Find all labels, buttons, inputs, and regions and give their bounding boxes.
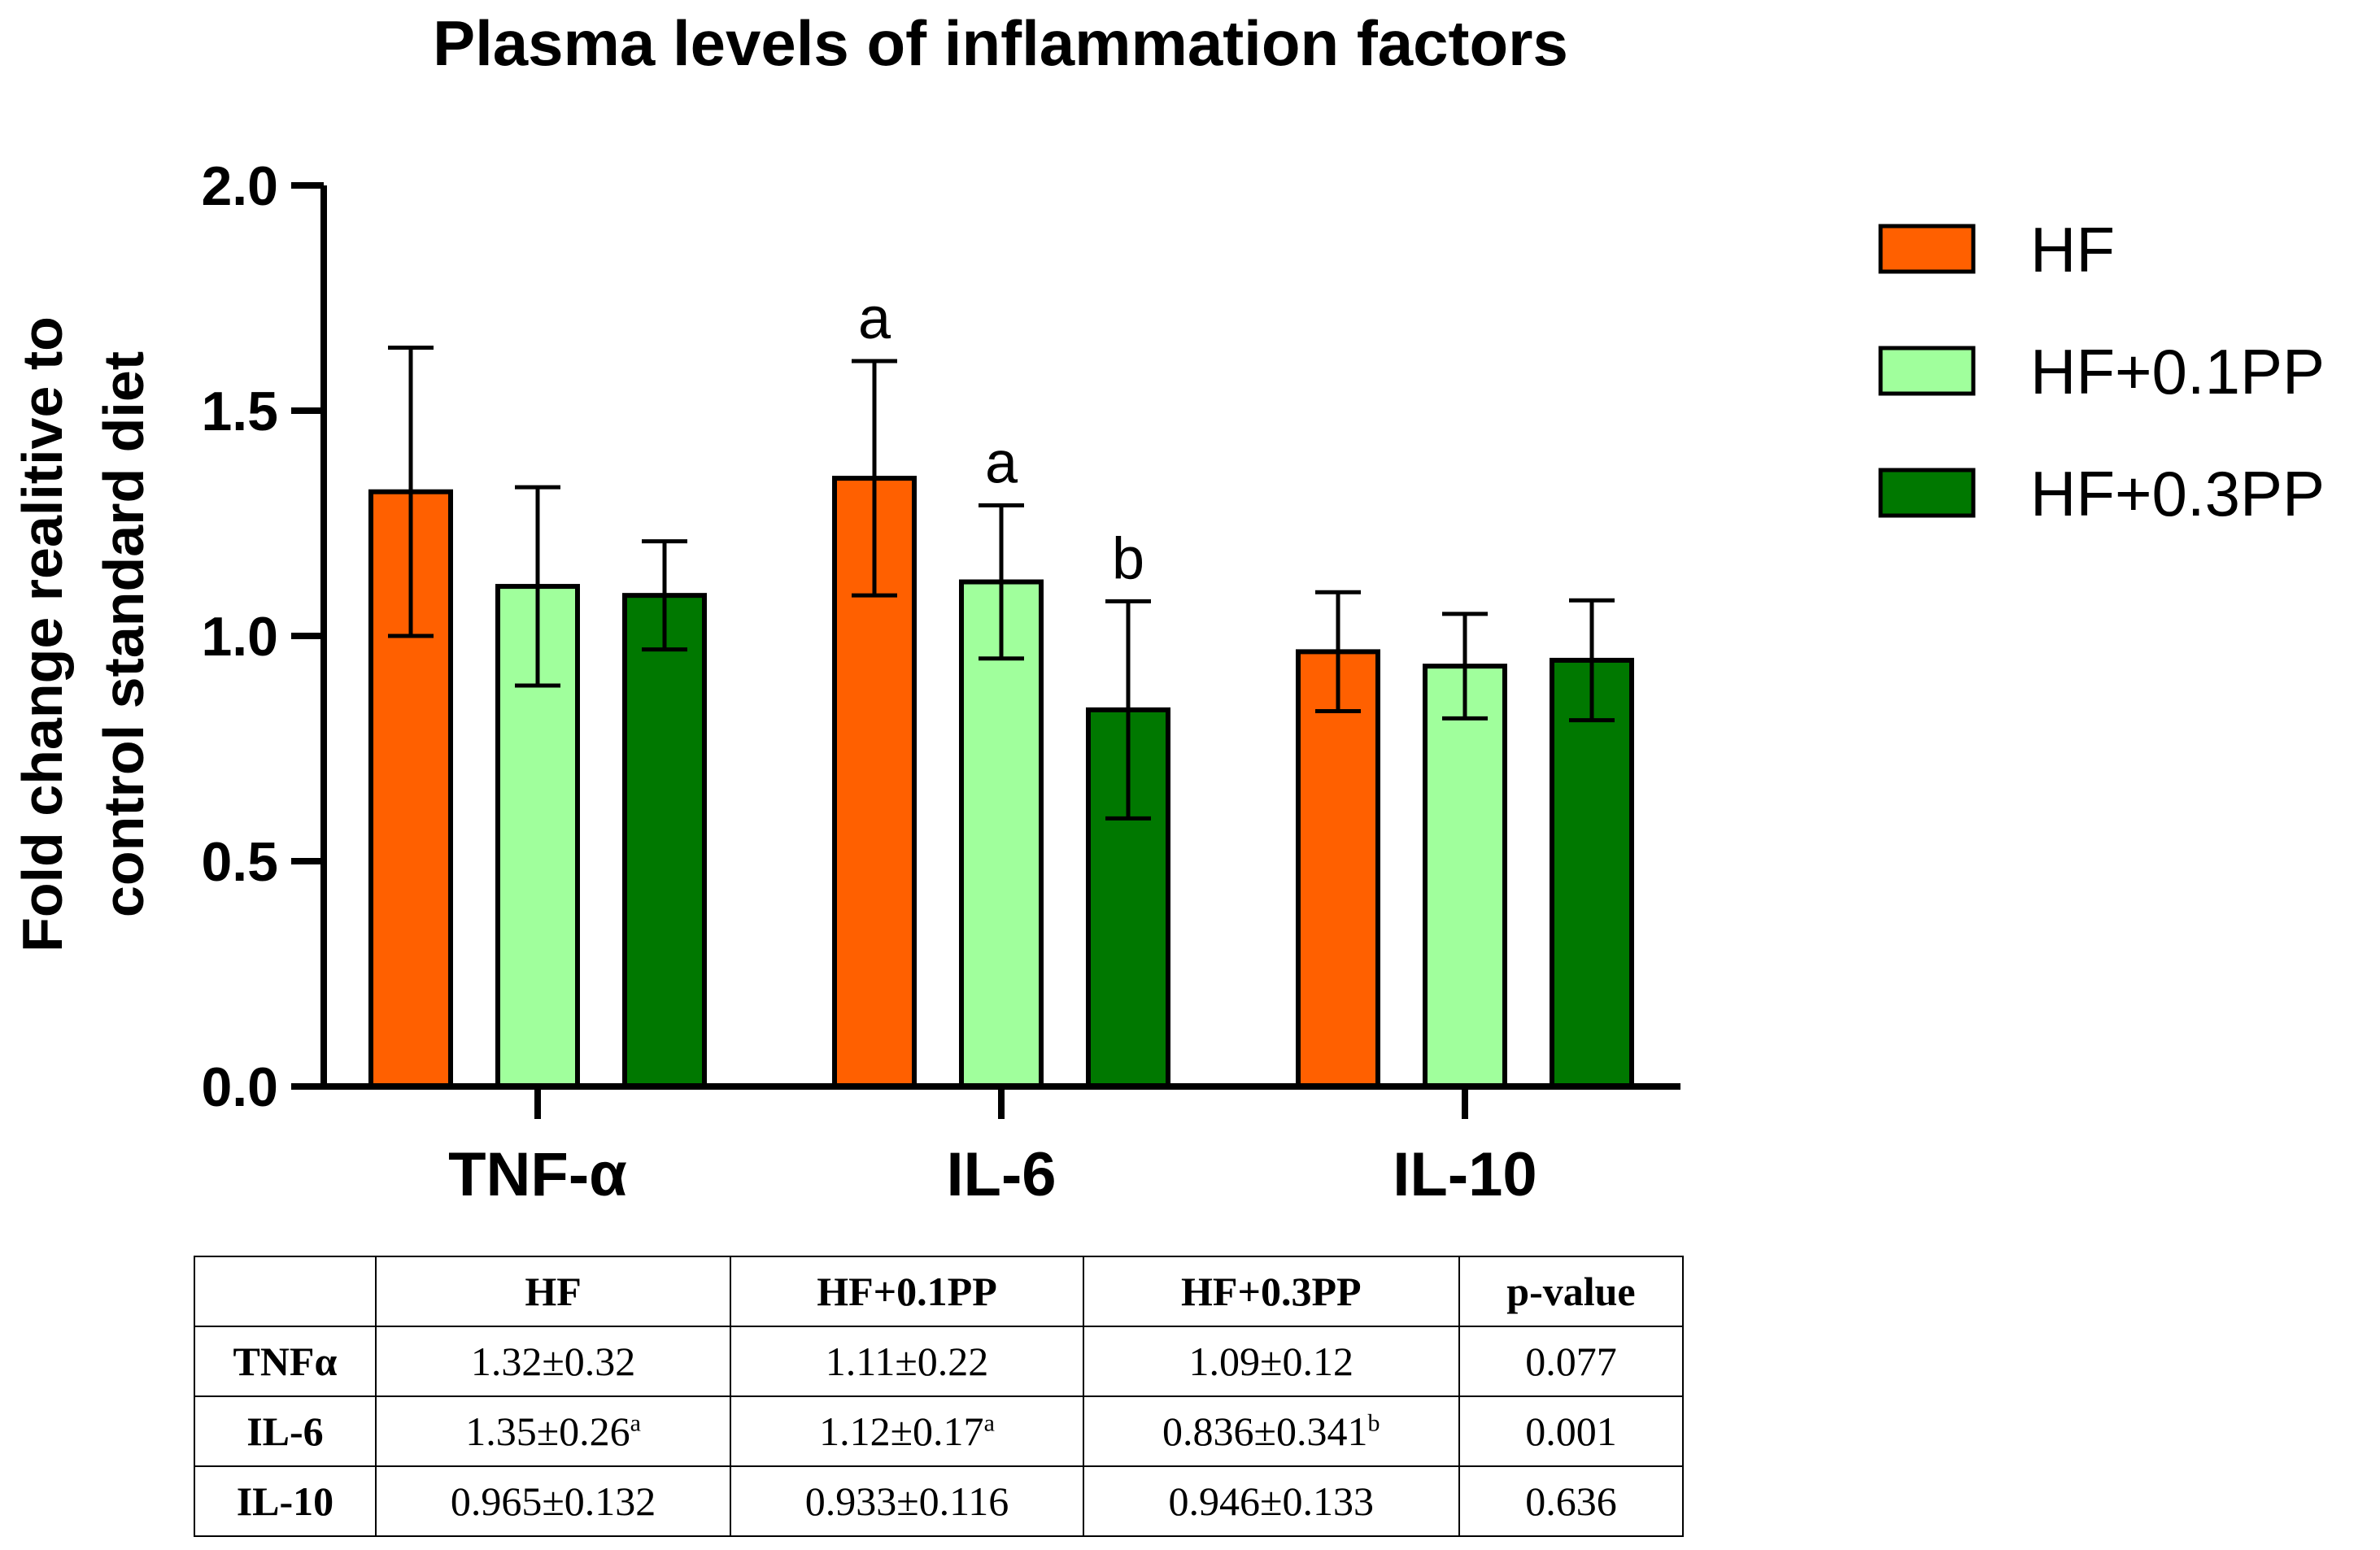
table-cell: 1.35±0.26a <box>374 1395 732 1467</box>
legend-swatch <box>1878 468 1976 518</box>
table-row-label: IL-6 <box>194 1395 377 1467</box>
bar <box>1550 657 1634 1089</box>
x-axis-ticks: TNF-α IL-6 IL-10 <box>448 1086 1537 1209</box>
legend-label: HF <box>2030 214 2115 285</box>
table-row: IL-10 0.965±0.132 0.933±0.116 0.946±0.13… <box>194 1465 1685 1537</box>
legend: HF HF+0.1PP HF+0.3PP <box>1878 214 2325 529</box>
y-tick-label: 0.0 <box>201 1056 278 1118</box>
table-row: TNFα 1.32±0.32 1.11±0.22 1.09±0.12 0.077 <box>194 1326 1685 1397</box>
x-tick-label: TNF-α <box>448 1140 627 1209</box>
table-row-label: IL-10 <box>194 1465 377 1537</box>
table-header-cell: HF <box>374 1256 732 1327</box>
table-cell: 1.09±0.12 <box>1082 1326 1460 1397</box>
chart-title: Plasma levels of inflammation factors <box>433 7 1568 79</box>
table-header-row: HF HF+0.1PP HF+0.3PP p-value <box>194 1256 1685 1327</box>
bar <box>622 593 707 1089</box>
legend-swatch <box>1878 346 1976 396</box>
table-row: IL-6 1.35±0.26a 1.12±0.17a 0.836±0.341b … <box>194 1395 1685 1467</box>
table-header-cell: HF+0.3PP <box>1082 1256 1460 1327</box>
error-bars <box>388 345 1615 821</box>
y-tick-label: 1.0 <box>201 606 278 668</box>
table-cell: 0.946±0.133 <box>1082 1465 1460 1537</box>
legend-label: HF+0.3PP <box>2030 458 2325 529</box>
table-cell: 0.836±0.341b <box>1082 1395 1460 1467</box>
significance-labels: a a b <box>858 286 1144 591</box>
x-tick-label: IL-10 <box>1393 1140 1537 1209</box>
table-cell: 0.965±0.132 <box>374 1465 732 1537</box>
table-header-cell <box>194 1256 377 1327</box>
legend-label: HF+0.1PP <box>2030 336 2325 407</box>
y-axis-label-line-2: control standard diet <box>92 351 155 917</box>
y-axis-label-line-1: Fold change realitive to <box>11 316 74 952</box>
table-cell: 0.933±0.116 <box>730 1465 1084 1537</box>
table-header-cell: HF+0.1PP <box>730 1256 1084 1327</box>
significance-label: b <box>1112 526 1144 591</box>
table-cell: 1.32±0.32 <box>374 1326 732 1397</box>
table-cell: 1.12±0.17a <box>730 1395 1084 1467</box>
x-tick-label: IL-6 <box>946 1140 1056 1209</box>
summary-table: HF HF+0.1PP HF+0.3PP p-value TNFα 1.32±0… <box>194 1256 1685 1537</box>
bar <box>1423 664 1507 1089</box>
legend-swatch <box>1878 224 1976 274</box>
table-row-label: TNFα <box>194 1326 377 1397</box>
bar <box>1296 649 1380 1089</box>
table-pvalue: 0.001 <box>1458 1395 1685 1467</box>
significance-label: a <box>858 286 891 351</box>
y-axis-ticks: 0.0 0.5 1.0 1.5 2.0 <box>201 155 324 1118</box>
table-header-cell: p-value <box>1458 1256 1685 1327</box>
significance-label: a <box>985 430 1018 495</box>
y-tick-label: 1.5 <box>201 381 278 442</box>
table-pvalue: 0.636 <box>1458 1465 1685 1537</box>
y-tick-label: 2.0 <box>201 155 278 217</box>
table-pvalue: 0.077 <box>1458 1326 1685 1397</box>
table-cell: 1.11±0.22 <box>730 1326 1084 1397</box>
y-tick-label: 0.5 <box>201 831 278 893</box>
